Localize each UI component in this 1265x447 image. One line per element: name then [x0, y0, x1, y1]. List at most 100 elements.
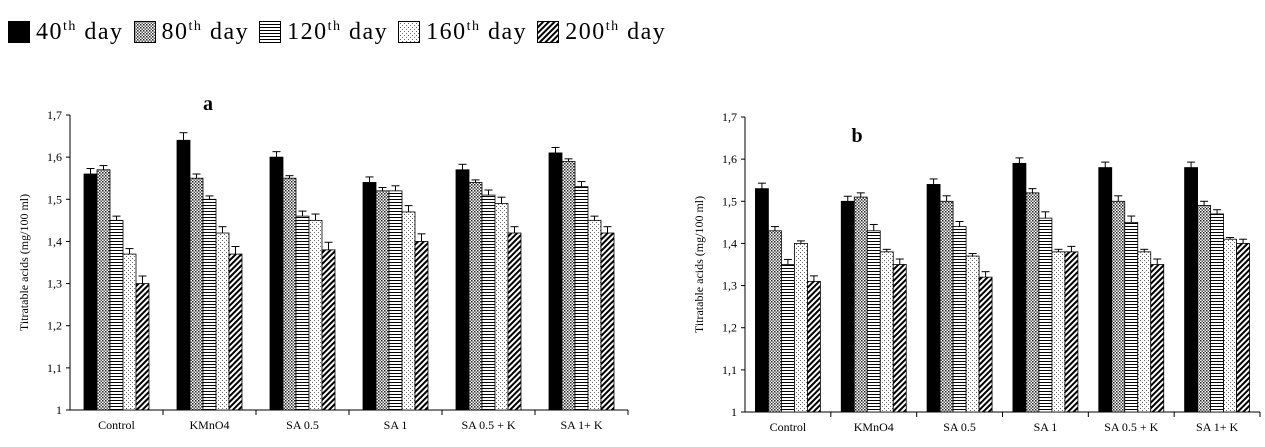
y-tick-label: 1,2 — [722, 321, 737, 335]
y-tick-label: 1,2 — [47, 319, 62, 333]
legend-label: 160th day — [426, 18, 528, 45]
legend-swatch — [259, 21, 282, 43]
bar — [83, 173, 98, 411]
y-axis-label: Titratable acids (mg/100 ml) — [692, 196, 706, 333]
bar — [215, 232, 230, 411]
bar — [768, 230, 782, 413]
legend-swatch — [133, 21, 156, 43]
bar — [926, 184, 941, 413]
bar — [1064, 251, 1079, 413]
legend-item: 160th day — [398, 19, 527, 46]
bar — [176, 139, 191, 411]
bar — [295, 215, 310, 411]
bar — [122, 253, 137, 411]
x-tick-label: Control — [770, 420, 807, 434]
bar — [1111, 200, 1126, 413]
y-tick-label: 1,4 — [722, 236, 737, 250]
legend-label: 200th day — [565, 18, 667, 45]
bar — [574, 186, 589, 411]
bar — [600, 232, 615, 411]
bar — [1098, 167, 1113, 413]
bar — [321, 249, 336, 411]
bar — [388, 190, 403, 411]
bar — [952, 226, 967, 413]
legend-swatch — [398, 21, 421, 43]
bar — [1197, 205, 1211, 413]
y-tick-label: 1,3 — [722, 279, 737, 293]
legend-item: 40th day — [8, 19, 124, 46]
y-tick-label: 1,7 — [47, 108, 62, 122]
bar — [455, 169, 470, 411]
y-tick-label: 1,7 — [722, 110, 737, 124]
legend-swatch — [537, 21, 560, 43]
y-tick-label: 1,4 — [47, 234, 62, 248]
y-tick-label: 1,1 — [47, 361, 62, 375]
x-tick-label: SA 0.5 — [943, 420, 976, 434]
bar — [781, 264, 795, 413]
x-tick-label: KMnO4 — [854, 420, 894, 434]
bar — [892, 264, 907, 413]
bar — [468, 182, 483, 411]
y-tick-label: 1 — [56, 403, 62, 417]
bar — [202, 198, 217, 411]
bar — [96, 169, 111, 411]
legend-swatch — [8, 21, 30, 43]
chart-a: 1 1,1 1,2 1,3 1,4 1,5 1,6 1,7 Titratable acids (… — [0, 70, 630, 442]
bar — [414, 241, 429, 411]
chart-title: a — [203, 93, 213, 115]
bar — [794, 243, 808, 413]
bar — [1184, 167, 1198, 413]
y-tick-label: 1,6 — [47, 150, 62, 164]
bar — [401, 211, 416, 411]
x-tick-label: KMnO4 — [189, 418, 229, 432]
chart-b-svg: 1 1,1 1,2 1,3 1,4 1,5 1,6 1,7 Titratable acids (… — [692, 110, 1261, 434]
bar — [965, 255, 980, 413]
legend-label: 40th day — [36, 18, 124, 45]
bar — [548, 152, 563, 411]
bar — [1124, 221, 1139, 413]
y-tick-label: 1,5 — [47, 192, 62, 206]
bar — [269, 156, 284, 411]
x-tick-label: SA 1 — [1034, 420, 1058, 434]
bar — [189, 177, 204, 411]
bar — [362, 182, 377, 411]
y-tick-label: 1,5 — [722, 194, 737, 208]
bar — [1137, 251, 1152, 413]
bar — [866, 230, 881, 413]
bar — [853, 196, 868, 413]
bar — [308, 219, 323, 411]
bar — [135, 283, 150, 411]
x-tick-label: SA 0.5 + K — [461, 418, 515, 432]
bar — [507, 232, 522, 411]
x-tick-label: SA 1+ K — [560, 418, 602, 432]
bar — [1025, 192, 1040, 413]
bar — [481, 194, 496, 411]
bar — [840, 200, 855, 413]
bar — [1236, 243, 1250, 413]
bar — [561, 160, 576, 411]
x-tick-label: SA 0.5 — [286, 418, 319, 432]
bar — [879, 251, 894, 413]
bar — [228, 253, 243, 411]
y-tick-label: 1,1 — [722, 363, 737, 377]
bar — [375, 190, 390, 411]
chart-legend: 40th day 80th day 120th day 160th day 200th … — [8, 14, 676, 50]
y-tick-label: 1 — [731, 405, 737, 419]
bar — [807, 280, 821, 413]
x-tick-label: SA 1 — [384, 418, 408, 432]
bar — [1210, 213, 1224, 413]
x-tick-label: SA 0.5 + K — [1104, 420, 1158, 434]
legend-item: 120th day — [259, 19, 388, 46]
y-tick-label: 1,6 — [722, 152, 737, 166]
bar — [755, 188, 769, 413]
bar — [1012, 162, 1027, 413]
legend-item: 80th day — [133, 18, 250, 46]
y-tick-label: 1,3 — [47, 277, 62, 291]
bar — [109, 219, 124, 411]
x-tick-label: Control — [98, 418, 135, 432]
bar — [1051, 251, 1066, 413]
bar — [978, 276, 993, 413]
chart-a-svg: 1 1,1 1,2 1,3 1,4 1,5 1,6 1,7 Titratable acids (… — [17, 93, 629, 432]
legend-label: 80th day — [161, 18, 250, 45]
bar — [1038, 217, 1053, 413]
